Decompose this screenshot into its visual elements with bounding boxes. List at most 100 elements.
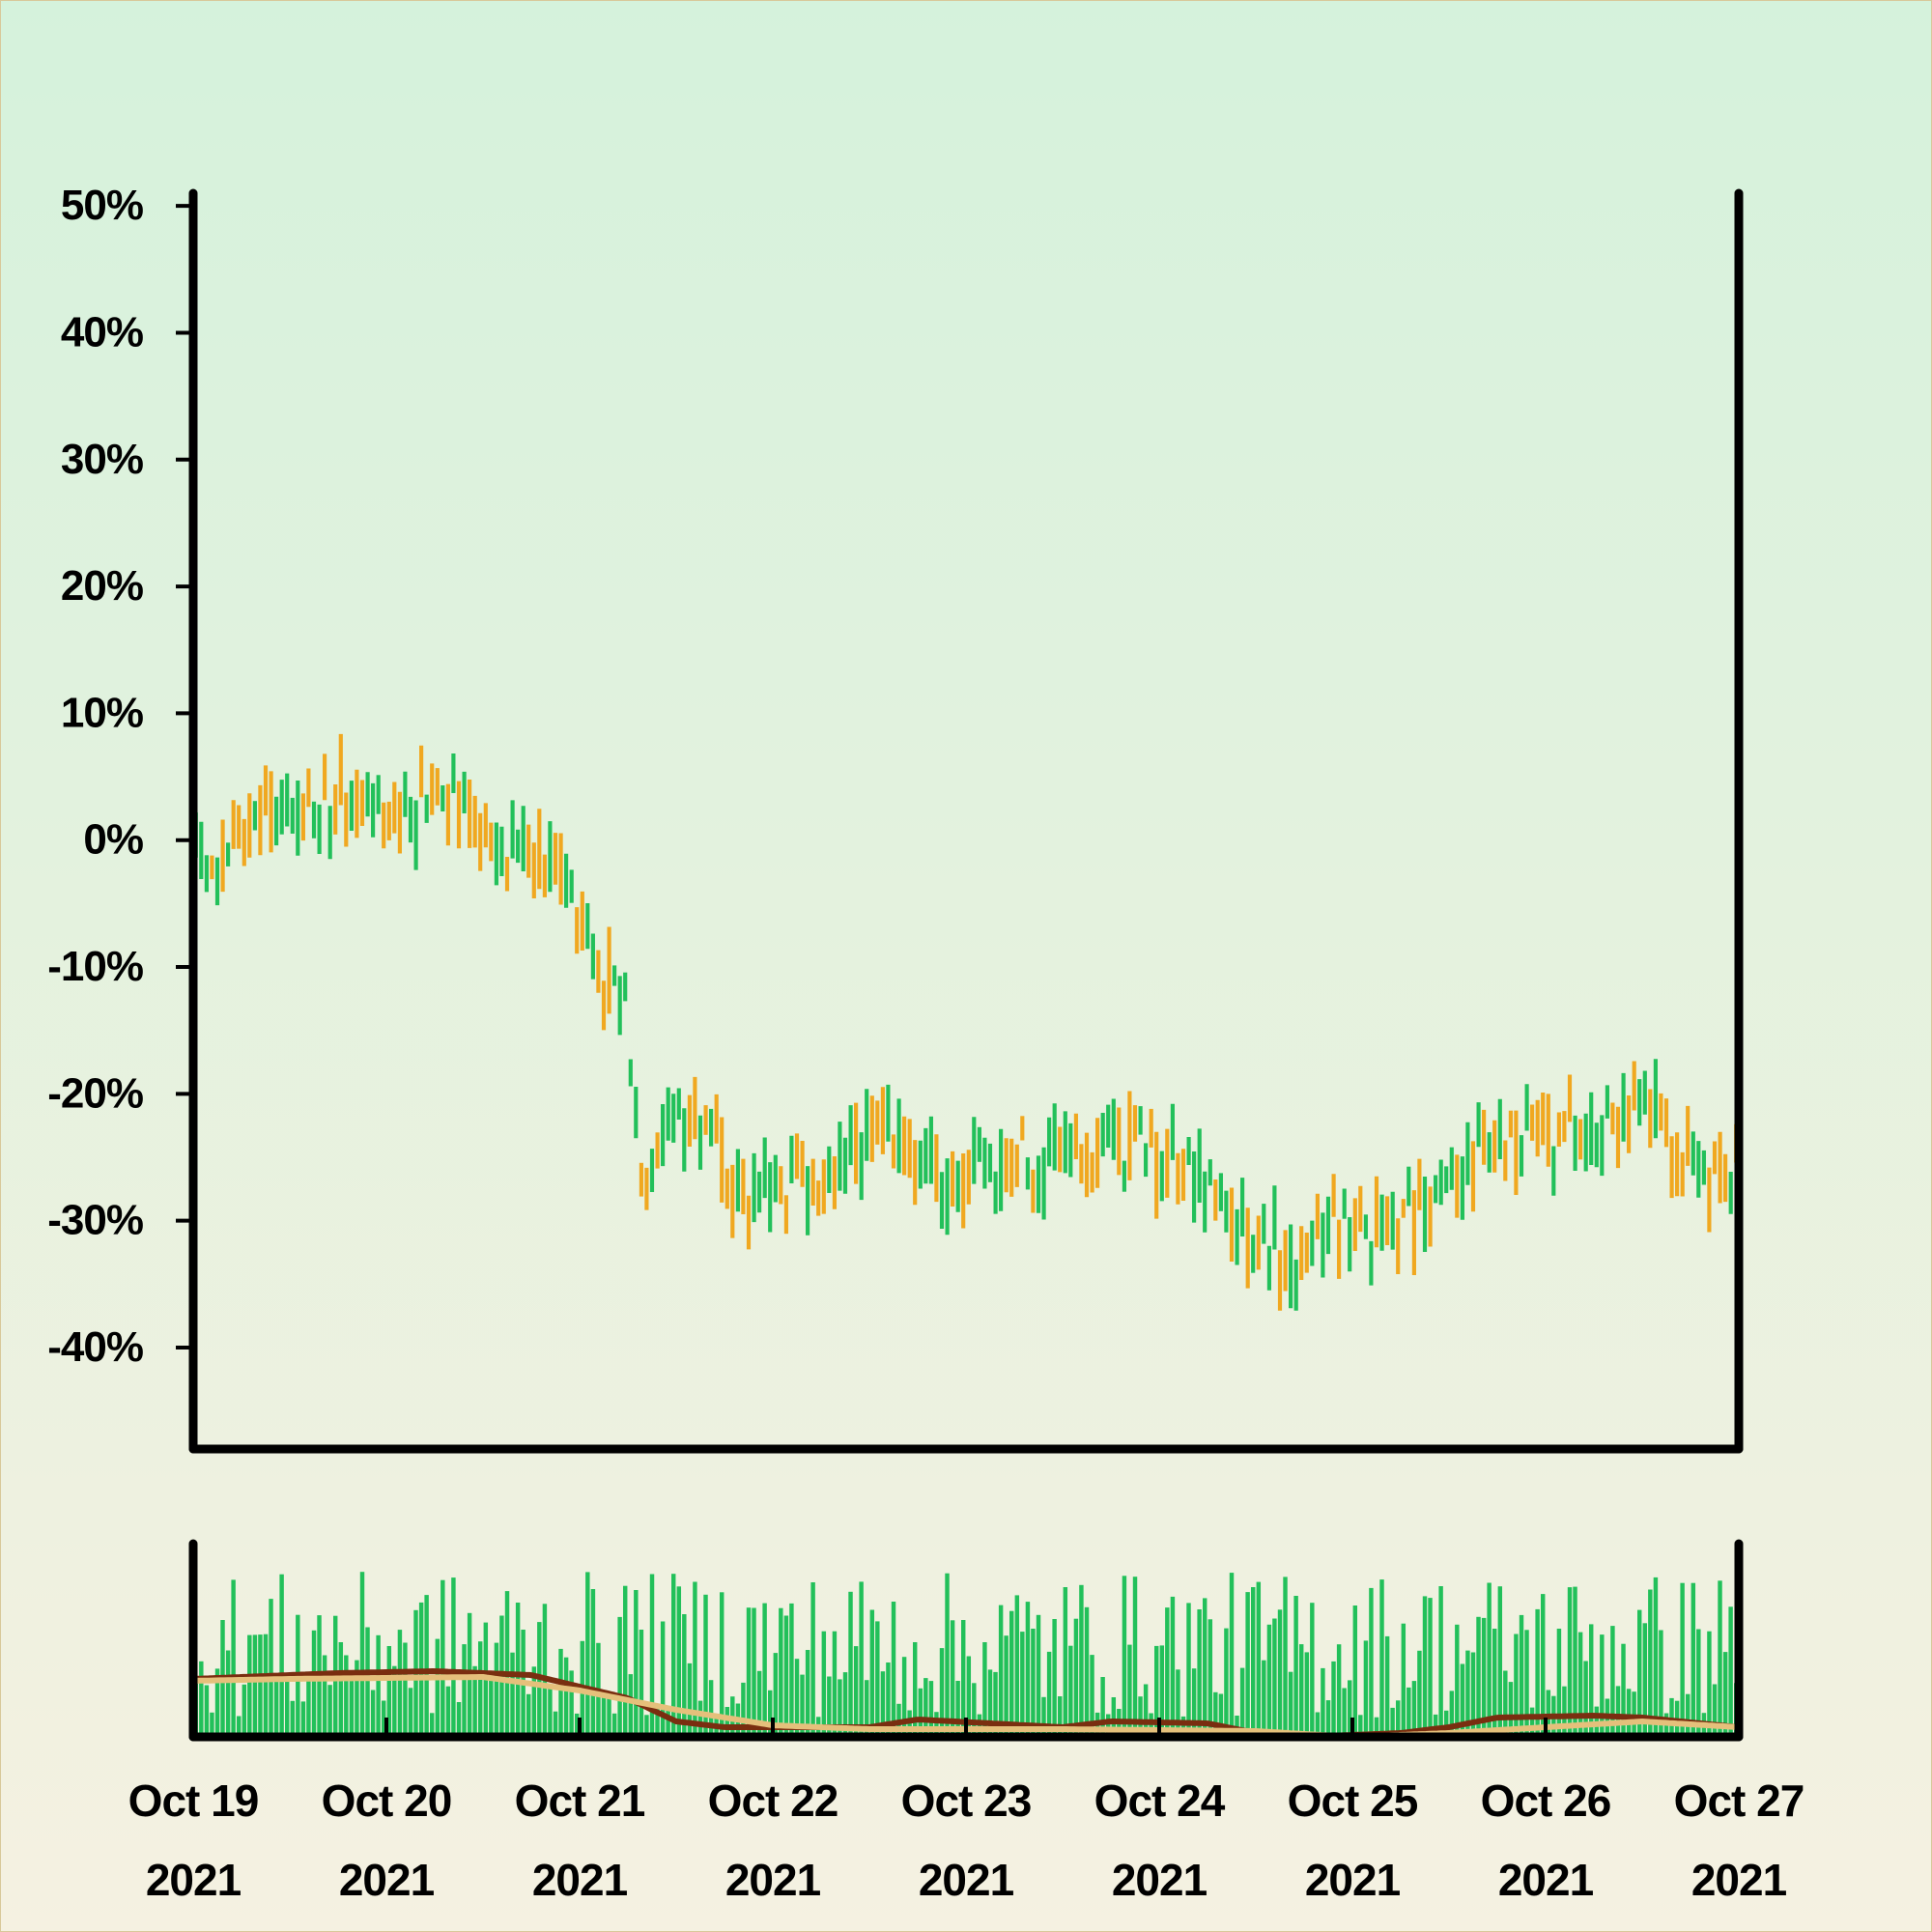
volume-bar-62 [526,1693,531,1737]
volume-bar-139 [939,1648,945,1737]
volume-bar-63 [531,1666,537,1737]
volume-bar-153 [1014,1595,1020,1737]
x-tick-year-4: 2021 [919,1855,1014,1905]
volume-bar-137 [928,1681,934,1737]
volume-bar-74 [590,1589,596,1737]
volume-bar-14 [269,1599,273,1737]
volume-bar-98 [720,1592,724,1737]
volume-bar-187 [1197,1609,1202,1737]
volume-bar-93 [693,1581,697,1737]
volume-bar-202 [1277,1609,1283,1737]
volume-bar-154 [1020,1632,1025,1737]
volume-bar-92 [687,1662,693,1737]
volume-bar-161 [1058,1696,1063,1737]
volume-bar-27 [338,1642,344,1737]
volume-bar-221 [1379,1579,1384,1737]
volume-bar-206 [1299,1644,1304,1737]
volume-bar-87 [660,1621,666,1737]
volume-bar-95 [703,1594,708,1737]
volume-bar-123 [853,1646,859,1737]
volume-bar-108 [773,1653,779,1737]
volume-bar-262 [1600,1634,1605,1737]
volume-bar-186 [1191,1668,1197,1737]
volume-bar-177 [1143,1684,1149,1737]
volume-bar-259 [1583,1661,1588,1737]
volume-bar-126 [869,1609,875,1737]
x-tick-year-0: 2021 [146,1855,242,1905]
y-tick-label-8: -30% [47,1197,143,1244]
y-tick-label-3: 20% [61,562,143,610]
volume-bar-106 [762,1603,767,1737]
volume-bar-117 [821,1631,827,1737]
volume-bar-169 [1100,1677,1105,1737]
volume-bar-254 [1556,1629,1562,1737]
volume-bar-70 [569,1670,574,1737]
y-tick-label-5: 0% [83,816,143,864]
volume-bar-128 [880,1671,886,1737]
volume-bar-45 [435,1638,440,1737]
y-tick-label-2: 30% [61,436,143,483]
volume-bar-246 [1514,1634,1519,1737]
volume-bar-198 [1256,1581,1262,1737]
volume-bar-113 [800,1674,805,1737]
volume-bar-129 [886,1662,891,1737]
volume-bar-197 [1251,1587,1256,1737]
volume-bar-17 [285,1677,290,1737]
volume-bar-65 [542,1604,548,1737]
volume-bar-201 [1272,1618,1277,1737]
volume-bar-144 [966,1656,972,1737]
volume-bar-107 [768,1690,773,1737]
volume-bar-136 [923,1678,928,1737]
volume-bar-269 [1637,1609,1642,1737]
volume-bar-84 [644,1715,649,1737]
volume-bar-217 [1358,1715,1363,1737]
volume-bar-105 [756,1670,762,1737]
volume-bar-200 [1266,1624,1272,1737]
x-tick-year-3: 2021 [725,1855,821,1905]
volume-bar-30 [355,1660,359,1737]
volume-bar-151 [1004,1635,1009,1737]
volume-bar-16 [279,1574,284,1737]
volume-bar-1 [199,1661,204,1737]
volume-bar-34 [376,1634,381,1737]
volume-bar-31 [359,1572,365,1737]
volume-bar-257 [1573,1586,1577,1737]
x-ticks-group: Oct 19 2021 Oct 20 2021 Oct 21 2021 Oct 22 2021… [128,1718,1804,1905]
volume-bar-29 [349,1679,355,1737]
volume-bar-68 [558,1648,563,1737]
volume-bar-286 [1728,1606,1733,1737]
volume-bar-240 [1481,1617,1487,1737]
x-tick-label-3: Oct 22 [708,1776,838,1826]
volume-bar-111 [789,1603,794,1737]
x-tick-year-1: 2021 [339,1855,435,1905]
volume-bar-231 [1433,1714,1438,1737]
volume-bar-134 [913,1642,918,1737]
volume-bar-273 [1659,1630,1663,1737]
volume-bar-188 [1203,1598,1208,1737]
volume-bar-155 [1025,1602,1031,1737]
volume-bar-285 [1722,1652,1728,1737]
volume-bar-228 [1417,1650,1422,1737]
volume-bar-205 [1293,1596,1298,1737]
volume-bar-242 [1492,1629,1497,1737]
volume-bar-195 [1239,1667,1245,1737]
volume-bar-193 [1229,1573,1235,1737]
volume-bar-204 [1288,1671,1293,1737]
volume-bar-232 [1438,1586,1443,1737]
volume-bar-59 [510,1652,515,1737]
volume-bar-183 [1176,1669,1180,1737]
volume-bar-165 [1079,1584,1084,1737]
volume-bar-245 [1508,1682,1514,1737]
volume-bar-150 [998,1605,1004,1737]
volume-bar-203 [1283,1577,1288,1737]
volume-bar-147 [982,1642,987,1737]
volume-bar-140 [945,1573,950,1737]
volume-bar-49 [456,1702,462,1737]
volume-bar-38 [397,1630,403,1737]
x-tick-label-2: Oct 21 [515,1776,645,1826]
volume-bar-127 [875,1621,880,1737]
volume-bar-71 [575,1713,580,1737]
volume-bar-91 [682,1614,687,1737]
